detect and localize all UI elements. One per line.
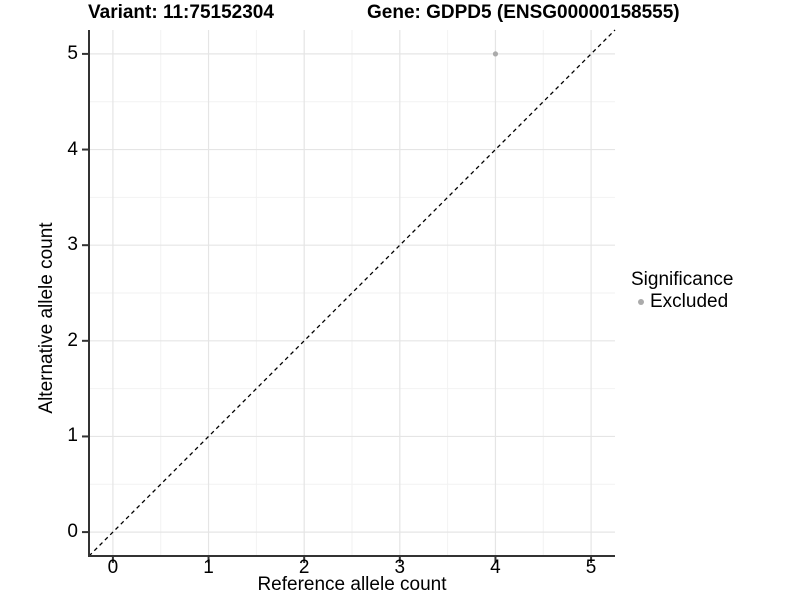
legend-title: Significance <box>631 269 734 290</box>
legend-dot-icon <box>638 299 644 305</box>
legend-entries: Excluded <box>629 291 733 313</box>
x-axis-title: Reference allele count <box>257 574 447 595</box>
x-tick-label: 2 <box>298 557 310 578</box>
y-tick-label: 3 <box>67 234 78 256</box>
y-tick-label: 5 <box>67 42 78 64</box>
identity-reference-line <box>88 29 616 557</box>
y-axis-title: Alternative allele count <box>36 222 57 414</box>
legend-entry: Excluded <box>638 291 733 313</box>
x-tick-label: 4 <box>490 557 501 578</box>
y-tick-label: 2 <box>67 329 78 351</box>
x-tick-label: 5 <box>585 557 597 578</box>
x-tick-label: 0 <box>107 557 119 578</box>
y-tick-label: 4 <box>67 138 78 160</box>
legend-entry-label: Excluded <box>650 291 729 312</box>
plot-title-gene: Gene: GDPD5 (ENSG00000158555) <box>367 2 680 23</box>
plot-title-variant: Variant: 11:75152304 <box>88 2 274 23</box>
data-point <box>492 51 499 57</box>
x-tick-label: 1 <box>203 557 214 578</box>
y-tick-label: 1 <box>67 425 78 447</box>
x-tick-label: 3 <box>394 557 406 578</box>
y-tick-label: 0 <box>67 521 78 543</box>
legend: Significance Excluded <box>629 269 733 313</box>
